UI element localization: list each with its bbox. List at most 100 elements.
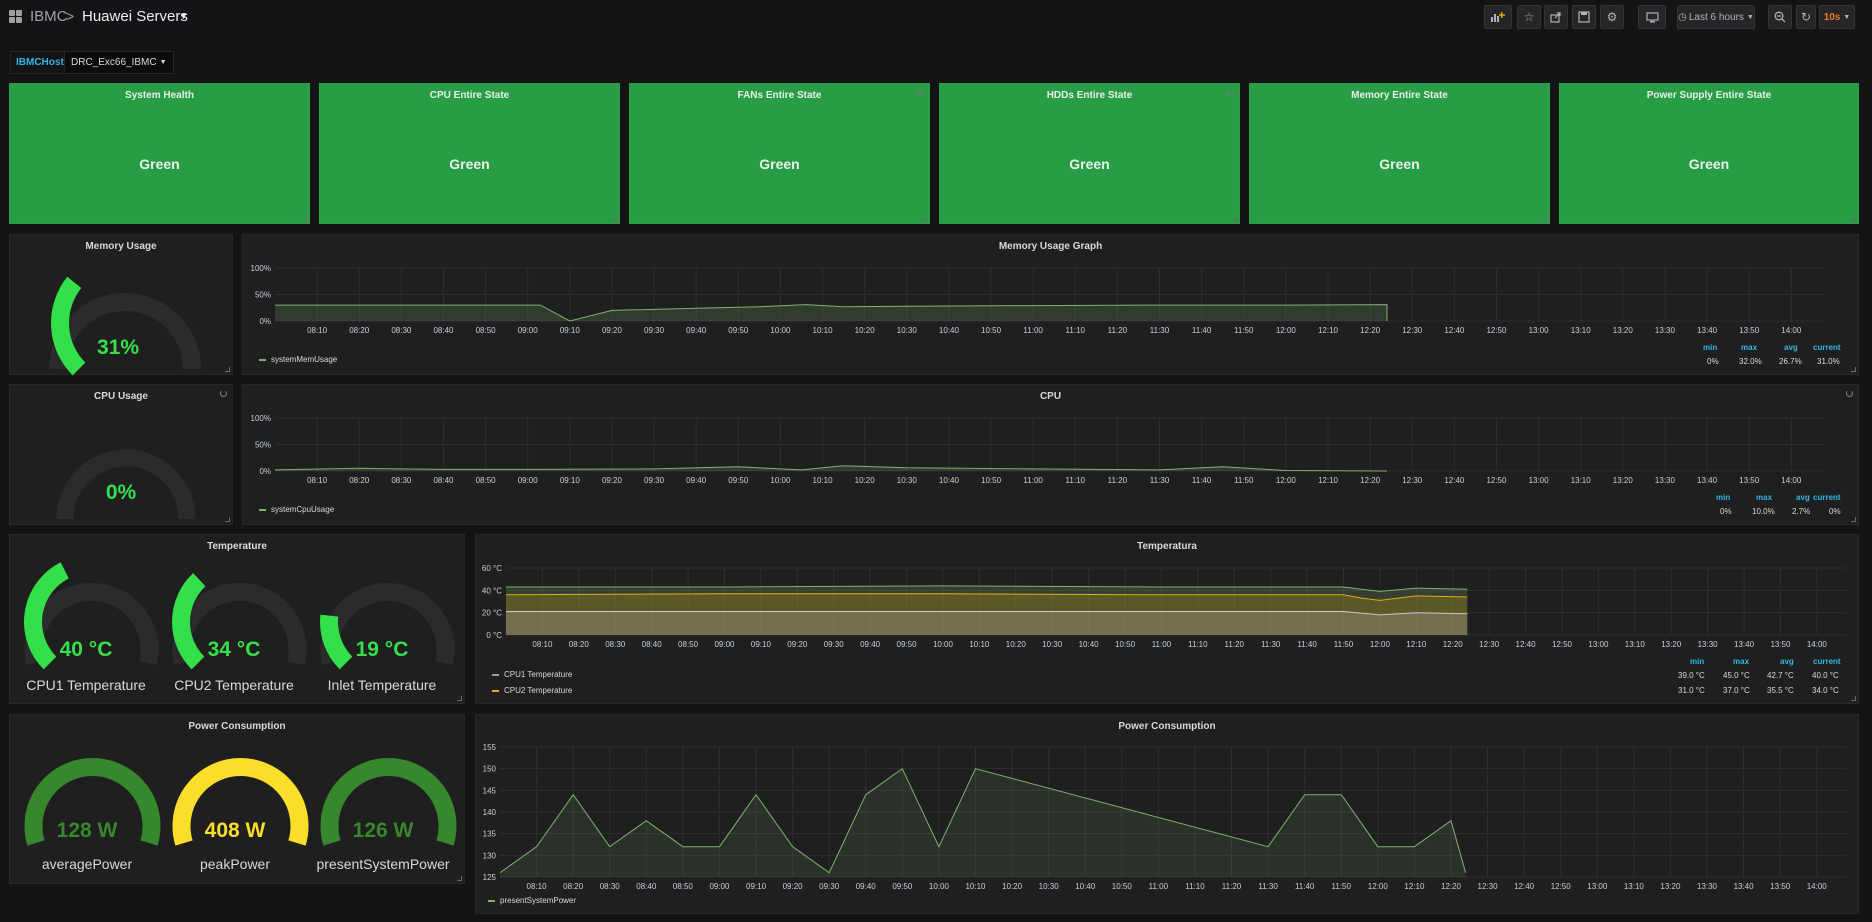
panel-title[interactable]: Memory Usage Graph xyxy=(998,241,1103,252)
x-tick-label: 11:40 xyxy=(1192,326,1212,335)
resize-handle[interactable] xyxy=(457,876,462,881)
resize-handle[interactable] xyxy=(225,517,230,522)
x-tick-label: 08:40 xyxy=(433,326,454,335)
panel-title[interactable]: Temperature xyxy=(207,541,267,552)
resize-handle[interactable] xyxy=(225,367,230,372)
legend-item-present-power[interactable]: presentSystemPower xyxy=(488,896,576,905)
x-tick-label: 12:30 xyxy=(1478,882,1499,891)
gauge-value: 40 °C xyxy=(60,638,113,661)
panel-title[interactable]: CPU Usage xyxy=(94,391,148,402)
chevron-down-icon[interactable]: ▼ xyxy=(179,11,188,21)
legend-avg-header[interactable]: avg xyxy=(1784,343,1798,352)
zoom-out-button[interactable] xyxy=(1768,5,1792,29)
resize-handle[interactable] xyxy=(922,216,927,221)
legend-current-header[interactable]: current xyxy=(1813,343,1841,352)
panel-title[interactable]: CPU xyxy=(1039,391,1062,402)
stat-panel-memory-state[interactable]: Memory Entire State Green xyxy=(1249,83,1550,224)
share-button[interactable] xyxy=(1544,5,1568,29)
resize-handle[interactable] xyxy=(1232,216,1237,221)
legend-min-header[interactable]: min xyxy=(1690,657,1705,666)
resize-handle[interactable] xyxy=(1851,517,1856,522)
tv-mode-button[interactable] xyxy=(1638,5,1666,29)
resize-handle[interactable] xyxy=(612,216,617,221)
temperature-chart[interactable]: 60 °C 40 °C 20 °C 0 °C 08:10 08:20 08:30 08:40 0… xyxy=(476,535,1860,705)
x-tick-label: 09:40 xyxy=(856,882,877,891)
panel-title[interactable]: Memory Usage xyxy=(85,241,157,252)
time-range-picker[interactable]: ◷ Last 6 hours ▼ xyxy=(1677,5,1755,29)
refresh-button[interactable]: ↻ xyxy=(1796,5,1816,29)
x-tick-label: 10:50 xyxy=(981,326,1002,335)
memory-usage-graph-panel[interactable]: Memory Usage Graph 100% 50% 0% 08:10 08:20 08… xyxy=(242,234,1859,375)
save-button[interactable] xyxy=(1572,5,1596,29)
x-tick-label: 12:20 xyxy=(1441,882,1462,891)
panel-title[interactable]: CPU Entire State xyxy=(429,90,510,101)
x-tick-label: 11:20 xyxy=(1222,882,1242,891)
legend-avg-header[interactable]: avg xyxy=(1796,493,1810,502)
legend-item-memusage[interactable]: systemMemUsage xyxy=(259,355,337,364)
resize-handle[interactable] xyxy=(1542,216,1547,221)
stat-panel-power-supply-state[interactable]: Power Supply Entire State Green xyxy=(1559,83,1859,224)
x-tick-label: 10:00 xyxy=(933,640,954,649)
power-chart[interactable]: 155 150 145 140 135 130 125 08:10 08:20 08:30 08:4… xyxy=(476,715,1860,915)
x-tick-label: 10:10 xyxy=(969,640,990,649)
power-consumption-gauges-panel[interactable]: Power Consumption 128 W 408 W 126 W aver… xyxy=(9,714,465,884)
panel-title[interactable]: Memory Entire State xyxy=(1351,90,1448,101)
legend-swatch xyxy=(488,899,495,902)
panel-title[interactable]: Power Supply Entire State xyxy=(1646,90,1772,101)
power-consumption-graph-panel[interactable]: Power Consumption 155 150 145 140 135 130 125 0… xyxy=(475,714,1859,914)
host-variable-select[interactable]: DRC_Exc66_IBMC ▼ xyxy=(64,51,174,74)
resize-handle[interactable] xyxy=(1851,216,1856,221)
panel-title[interactable]: Power Consumption xyxy=(1118,721,1216,732)
legend-item-cpu1[interactable]: CPU1 Temperature xyxy=(492,670,572,679)
gauge-label: Inlet Temperature xyxy=(327,677,437,693)
resize-handle[interactable] xyxy=(1851,696,1856,701)
cpu-usage-gauge-panel[interactable]: CPU Usage 0% xyxy=(9,384,233,525)
cpu-chart[interactable]: 100% 50% 0% 08:10 08:20 08:30 08:40 08:50 09:00 0… xyxy=(243,385,1860,526)
legend-item-cpu2[interactable]: CPU2 Temperature xyxy=(492,686,572,695)
dashboard-title[interactable]: Huawei Servers xyxy=(82,8,188,25)
legend-min-header[interactable]: min xyxy=(1716,493,1731,502)
settings-button[interactable]: ⚙ xyxy=(1600,5,1624,29)
legend-max-header[interactable]: max xyxy=(1741,343,1758,352)
x-tick-label: 13:00 xyxy=(1529,326,1550,335)
gauge-fill xyxy=(320,614,353,670)
memory-usage-chart[interactable]: 100% 50% 0% 08:10 08:20 08:30 08:40 08:50 09:00 0… xyxy=(243,235,1860,376)
resize-handle[interactable] xyxy=(1851,367,1856,372)
resize-handle[interactable] xyxy=(457,696,462,701)
panel-title[interactable]: FANs Entire State xyxy=(737,90,822,101)
zoom-out-icon xyxy=(1774,11,1786,23)
stat-panel-cpu-state[interactable]: CPU Entire State Green xyxy=(319,83,620,224)
stat-panel-fans-state[interactable]: FANs Entire State Green xyxy=(629,83,930,224)
star-button[interactable]: ☆ xyxy=(1517,5,1541,29)
x-tick-label: 14:00 xyxy=(1807,882,1828,891)
stat-panel-hdds-state[interactable]: HDDs Entire State Green xyxy=(939,83,1240,224)
legend-max-header[interactable]: max xyxy=(1756,493,1773,502)
legend-min-header[interactable]: min xyxy=(1703,343,1718,352)
dashboards-grid-icon[interactable] xyxy=(9,10,22,23)
x-tick-label: 12:50 xyxy=(1551,882,1572,891)
legend-label: systemCpuUsage xyxy=(271,505,335,514)
breadcrumb-root[interactable]: IBMC xyxy=(30,8,68,25)
memory-usage-gauge-panel[interactable]: Memory Usage 31% xyxy=(9,234,233,376)
add-panel-button[interactable] xyxy=(1484,5,1512,29)
stat-panel-system-health[interactable]: System Health Green xyxy=(9,83,310,224)
panel-title[interactable]: Temperatura xyxy=(1137,541,1197,552)
refresh-interval-picker[interactable]: 10s ▼ xyxy=(1819,5,1855,29)
cpu-graph-panel[interactable]: CPU 100% 50% 0% 08:10 08:20 08:30 08:40 08:50 09… xyxy=(242,384,1859,525)
temperatura-graph-panel[interactable]: Temperatura 60 °C 40 °C 20 °C 0 °C 08:10 08:2… xyxy=(475,534,1859,704)
panel-title[interactable]: Power Consumption xyxy=(188,721,286,732)
clock-icon: ◷ xyxy=(1678,11,1687,23)
temperature-gauges: 40 °C 34 °C 19 °C xyxy=(24,562,455,670)
legend-current-header[interactable]: current xyxy=(1813,657,1841,666)
temperature-gauges-panel[interactable]: Temperature 40 °C 34 °C 19 °C CPU1 Tempe… xyxy=(9,534,465,704)
resize-handle[interactable] xyxy=(302,216,307,221)
legend-max-value: 37.0 °C xyxy=(1723,686,1750,695)
panel-title[interactable]: HDDs Entire State xyxy=(1046,90,1133,101)
legend-item-cpuusage[interactable]: systemCpuUsage xyxy=(259,505,334,514)
legend-avg-header[interactable]: avg xyxy=(1780,657,1794,666)
series-area xyxy=(506,611,1468,635)
panel-title[interactable]: System Health xyxy=(125,90,194,101)
legend-current-header[interactable]: current xyxy=(1813,493,1841,502)
legend-max-header[interactable]: max xyxy=(1733,657,1750,666)
x-tick-label: 12:00 xyxy=(1368,882,1389,891)
